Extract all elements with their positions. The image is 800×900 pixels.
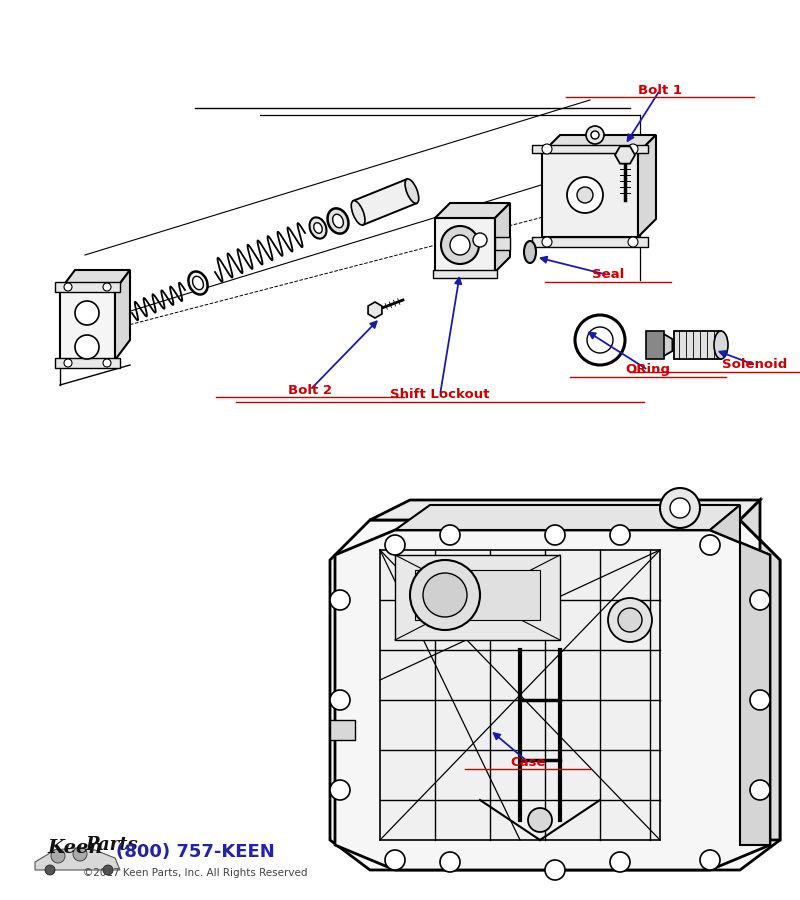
Ellipse shape xyxy=(351,201,365,225)
Polygon shape xyxy=(740,500,780,840)
Text: Keen: Keen xyxy=(47,839,102,857)
Circle shape xyxy=(75,301,99,325)
Text: ORing: ORing xyxy=(626,364,670,376)
Polygon shape xyxy=(60,270,130,290)
Ellipse shape xyxy=(188,272,208,294)
Polygon shape xyxy=(435,203,510,218)
Circle shape xyxy=(610,525,630,545)
Circle shape xyxy=(591,131,599,139)
Text: Seal: Seal xyxy=(592,268,624,282)
Circle shape xyxy=(587,327,613,353)
Circle shape xyxy=(528,808,552,832)
Circle shape xyxy=(423,573,467,617)
Polygon shape xyxy=(646,331,664,359)
Circle shape xyxy=(628,237,638,247)
Polygon shape xyxy=(710,505,770,845)
Polygon shape xyxy=(368,302,382,318)
Polygon shape xyxy=(652,333,672,357)
Text: Parts: Parts xyxy=(86,836,138,854)
Polygon shape xyxy=(415,570,540,620)
Circle shape xyxy=(750,780,770,800)
Circle shape xyxy=(440,852,460,872)
Ellipse shape xyxy=(193,276,203,290)
Ellipse shape xyxy=(310,218,326,238)
Polygon shape xyxy=(532,145,648,153)
Circle shape xyxy=(670,498,690,518)
Circle shape xyxy=(410,560,480,630)
Circle shape xyxy=(450,235,470,255)
Polygon shape xyxy=(380,550,660,840)
Polygon shape xyxy=(674,331,721,359)
Circle shape xyxy=(385,850,405,870)
Text: Bolt 2: Bolt 2 xyxy=(288,383,332,397)
Polygon shape xyxy=(395,505,740,530)
Circle shape xyxy=(610,852,630,872)
Circle shape xyxy=(330,780,350,800)
Polygon shape xyxy=(532,237,648,247)
Circle shape xyxy=(385,535,405,555)
Circle shape xyxy=(330,590,350,610)
Circle shape xyxy=(330,690,350,710)
Polygon shape xyxy=(435,218,495,272)
Circle shape xyxy=(586,126,604,144)
Circle shape xyxy=(700,535,720,555)
Polygon shape xyxy=(55,282,120,292)
Circle shape xyxy=(750,590,770,610)
Circle shape xyxy=(45,865,55,875)
Ellipse shape xyxy=(314,222,322,233)
Circle shape xyxy=(103,359,111,367)
Polygon shape xyxy=(330,720,355,740)
Circle shape xyxy=(575,315,625,365)
Ellipse shape xyxy=(524,241,536,263)
Polygon shape xyxy=(370,500,760,520)
Text: ©2017 Keen Parts, Inc. All Rights Reserved: ©2017 Keen Parts, Inc. All Rights Reserv… xyxy=(82,868,307,878)
Circle shape xyxy=(577,187,593,203)
Circle shape xyxy=(608,598,652,642)
Circle shape xyxy=(700,850,720,870)
Text: Shift Lockout: Shift Lockout xyxy=(390,389,490,401)
Circle shape xyxy=(75,335,99,359)
Circle shape xyxy=(473,233,487,247)
Polygon shape xyxy=(115,270,130,360)
Ellipse shape xyxy=(333,214,343,228)
Text: Bolt 1: Bolt 1 xyxy=(638,84,682,96)
Circle shape xyxy=(64,283,72,291)
Text: Solenoid: Solenoid xyxy=(722,358,788,372)
Circle shape xyxy=(628,144,638,154)
Polygon shape xyxy=(60,290,115,360)
Polygon shape xyxy=(615,147,635,164)
Circle shape xyxy=(660,488,700,528)
Polygon shape xyxy=(495,237,510,250)
Polygon shape xyxy=(542,135,656,153)
Polygon shape xyxy=(335,530,770,870)
Circle shape xyxy=(103,283,111,291)
Circle shape xyxy=(750,690,770,710)
Polygon shape xyxy=(55,358,120,368)
Polygon shape xyxy=(35,848,120,870)
Circle shape xyxy=(103,865,113,875)
Circle shape xyxy=(545,860,565,880)
Polygon shape xyxy=(638,135,656,237)
Circle shape xyxy=(542,144,552,154)
Ellipse shape xyxy=(327,209,349,234)
Circle shape xyxy=(64,359,72,367)
Polygon shape xyxy=(495,203,510,272)
Text: Case: Case xyxy=(510,755,546,769)
Circle shape xyxy=(51,849,65,863)
Ellipse shape xyxy=(405,179,418,203)
Circle shape xyxy=(441,226,479,264)
Circle shape xyxy=(542,237,552,247)
Circle shape xyxy=(545,525,565,545)
Polygon shape xyxy=(354,179,417,225)
Ellipse shape xyxy=(714,331,728,359)
Circle shape xyxy=(567,177,603,213)
Text: (800) 757-KEEN: (800) 757-KEEN xyxy=(116,843,274,861)
Polygon shape xyxy=(433,270,497,278)
Circle shape xyxy=(73,847,87,861)
Circle shape xyxy=(618,608,642,632)
Circle shape xyxy=(440,525,460,545)
Polygon shape xyxy=(330,520,780,870)
Polygon shape xyxy=(395,555,560,640)
Polygon shape xyxy=(542,153,638,237)
